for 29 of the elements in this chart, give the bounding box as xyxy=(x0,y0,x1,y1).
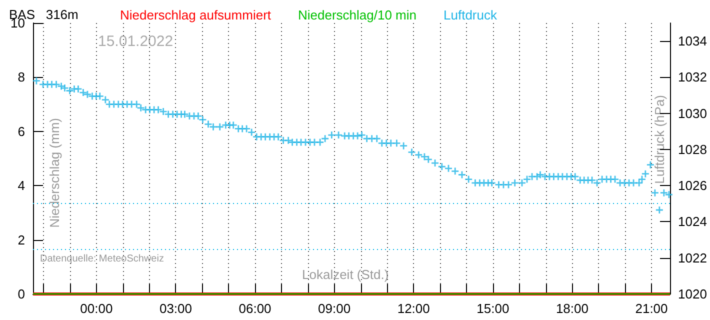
y2-tick-label: 1032 xyxy=(678,70,707,85)
annotation: 15.01.2022 xyxy=(98,33,174,50)
x-tick-label: 12:00 xyxy=(397,301,430,316)
x-axis-title: Lokalzeit (Std.) xyxy=(302,267,389,282)
y-tick-label: 6 xyxy=(18,124,25,139)
y2-tick-label: 1022 xyxy=(678,250,707,266)
y-tick-label: 0 xyxy=(18,286,25,302)
x-tick-label: 21:00 xyxy=(635,301,668,316)
y2-tick-label: 1026 xyxy=(678,178,707,194)
y2-tick-label: 1030 xyxy=(678,106,707,121)
x-tick-label: 18:00 xyxy=(556,301,588,316)
y2-tick-label: 1034 xyxy=(678,34,707,49)
y-tick-label: 2 xyxy=(18,232,25,248)
annotation: Datenquelle: MeteoSchweiz xyxy=(40,254,164,264)
x-tick-label: 00:00 xyxy=(80,301,113,316)
x-tick-label: 03:00 xyxy=(159,301,192,316)
text: Luftdruck xyxy=(444,8,498,22)
x-tick-label: 15:00 xyxy=(476,301,510,316)
y2-tick-label: 1028 xyxy=(678,142,707,157)
text: Niederschlag aufsummiert xyxy=(120,8,272,22)
x-tick-label: 09:00 xyxy=(318,301,351,316)
x-tick-label: 06:00 xyxy=(238,301,272,316)
y2-axis-title: Luftdruck (hPa) xyxy=(652,95,667,184)
y-tick-label: 4 xyxy=(18,178,25,194)
y-tick-label: 8 xyxy=(18,70,25,85)
y-axis-title: Niederschlag (mm) xyxy=(47,118,62,228)
y2-tick-label: 1024 xyxy=(678,214,707,230)
text: Niederschlag/10 min xyxy=(298,8,417,22)
y2-tick-label: 1020 xyxy=(678,286,707,302)
